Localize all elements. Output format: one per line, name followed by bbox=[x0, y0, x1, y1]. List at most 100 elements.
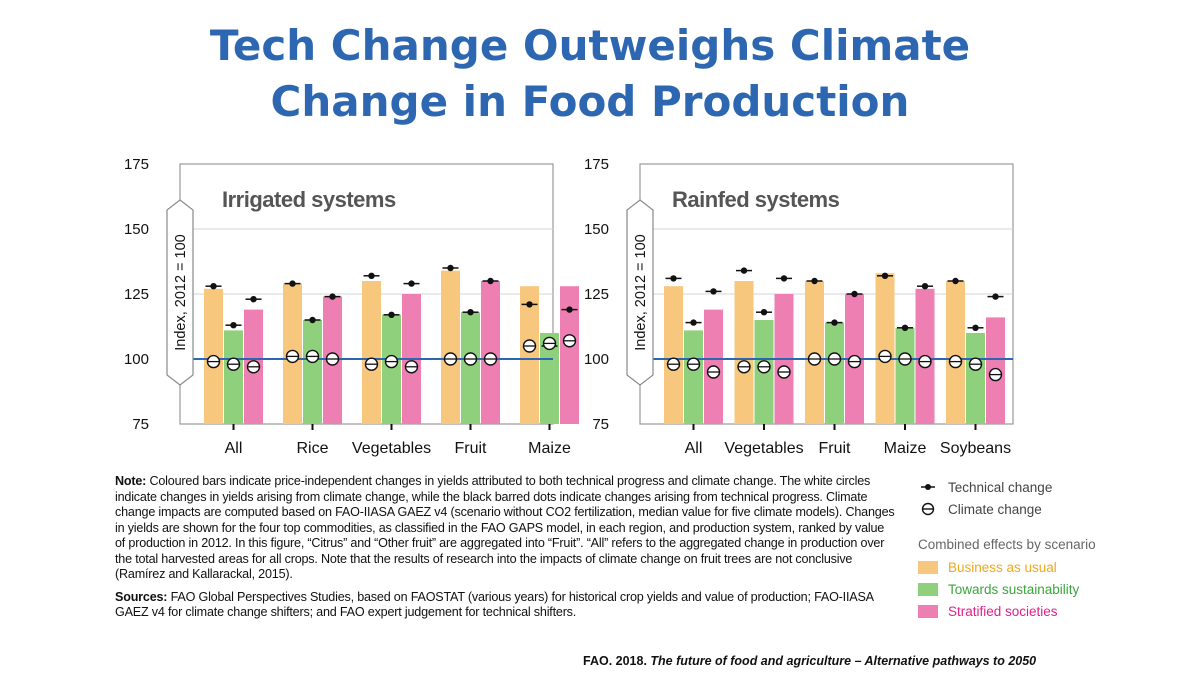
technical-change-dot-all bbox=[250, 296, 257, 303]
y-tick-label: 125 bbox=[124, 286, 149, 303]
y-tick-label: 175 bbox=[584, 156, 609, 173]
x-tick-label-all: All bbox=[685, 440, 703, 457]
bar-towards-sustainability-vegetables bbox=[382, 314, 401, 424]
technical-change-dot-fruit bbox=[447, 264, 454, 272]
credit-prefix: FAO. 2018. bbox=[583, 654, 651, 668]
y-tick-label: 125 bbox=[584, 286, 609, 303]
barred-dot-icon bbox=[918, 482, 938, 492]
charts-canvas: 75 100 125 150 175 Irrigated systems All Rice Ve… bbox=[124, 156, 1014, 457]
bar-towards-sustainability-all bbox=[684, 330, 703, 424]
bar-business-as-usual-vegetables bbox=[734, 281, 754, 424]
bar-business-as-usual-all bbox=[664, 286, 683, 424]
x-tick-label-maize: Maize bbox=[884, 440, 927, 457]
title-line-2: Change in Food Production bbox=[270, 77, 910, 126]
technical-change-dot-maize bbox=[921, 283, 929, 290]
bar-business-as-usual-vegetables bbox=[362, 281, 381, 424]
y-tick-label: 75 bbox=[592, 416, 609, 433]
bar-towards-sustainability-rice bbox=[303, 320, 322, 424]
technical-change-dot-vegetables bbox=[388, 311, 395, 318]
bar-towards-sustainability-maize bbox=[895, 327, 915, 424]
technical-change-dot-soybeans bbox=[992, 293, 999, 300]
technical-change-dot-rice bbox=[329, 293, 336, 300]
technical-change-dot-fruit bbox=[811, 277, 818, 285]
x-tick-label-fruit: Fruit bbox=[455, 440, 488, 457]
chart-title: Rainfed systems bbox=[672, 187, 840, 212]
technical-change-dot-soybeans bbox=[952, 277, 959, 285]
technical-change-dot-all bbox=[230, 322, 237, 329]
y-axis-label: Index, 2012 = 100 bbox=[633, 234, 649, 351]
x-tick-label-soybeans: Soybeans bbox=[940, 440, 1011, 457]
bar-towards-sustainability-all bbox=[224, 330, 243, 424]
y-axis-label: Index, 2012 = 100 bbox=[173, 234, 189, 351]
bar-business-as-usual-maize bbox=[520, 286, 539, 424]
legend-label-technical-change: Technical change bbox=[948, 479, 1053, 495]
bar-business-as-usual-soybeans bbox=[946, 281, 965, 424]
legend-item-technical-change: Technical change bbox=[918, 476, 1188, 498]
technical-change-dot-maize bbox=[526, 301, 533, 308]
bar-stratified-societies-maize bbox=[560, 286, 579, 424]
swatch-stratified-societies bbox=[918, 604, 938, 618]
technical-change-dot-all bbox=[710, 288, 717, 295]
legend-label-towards-sustainability: Towards sustainability bbox=[948, 581, 1080, 597]
bar-business-as-usual-maize bbox=[875, 273, 895, 424]
bar-towards-sustainability-maize bbox=[540, 333, 559, 424]
technical-change-dot-vegetables bbox=[740, 267, 748, 274]
sources-text: FAO Global Perspectives Studies, based o… bbox=[115, 589, 874, 620]
sources-paragraph: Sources: FAO Global Perspectives Studies… bbox=[115, 590, 895, 621]
technical-change-dot-all bbox=[210, 283, 217, 290]
technical-change-dot-maize bbox=[881, 272, 889, 279]
technical-change-dot-fruit bbox=[487, 277, 494, 285]
x-tick-label-fruit: Fruit bbox=[819, 440, 852, 457]
note-paragraph: Note: Coloured bars indicate price-indep… bbox=[115, 474, 895, 583]
source-credit: FAO. 2018. The future of food and agricu… bbox=[583, 654, 1036, 668]
note-text: Coloured bars indicate price-independent… bbox=[115, 474, 895, 581]
technical-change-dot-maize bbox=[566, 306, 573, 313]
note-block: Note: Coloured bars indicate price-indep… bbox=[115, 474, 895, 628]
technical-change-dot-fruit bbox=[831, 319, 838, 326]
note-label: Note: bbox=[115, 474, 147, 488]
bar-towards-sustainability-fruit bbox=[825, 322, 844, 424]
technical-change-dot-vegetables bbox=[760, 309, 768, 316]
legend-item-climate-change: Climate change bbox=[918, 498, 1188, 520]
page-title: Tech Change Outweighs Climate Change in … bbox=[0, 18, 1180, 130]
swatch-towards-sustainability bbox=[918, 582, 938, 596]
chart-title: Irrigated systems bbox=[222, 187, 396, 212]
sources-label: Sources: bbox=[115, 589, 168, 604]
technical-change-dot-maize bbox=[901, 324, 909, 331]
bar-towards-sustainability-soybeans bbox=[966, 333, 985, 424]
legend-item-stratified-societies: Stratified societies bbox=[918, 600, 1188, 622]
chart-panel-irrigated-systems: 75 100 125 150 175 Irrigated systems All Rice Ve… bbox=[124, 156, 579, 457]
chart-panel-rainfed-systems: 75 100 125 150 175 Rainfed systems All Vegetabl… bbox=[584, 156, 1014, 457]
legend-item-towards-sustainability: Towards sustainability bbox=[918, 578, 1188, 600]
credit-title: The future of food and agriculture – Alt… bbox=[650, 654, 1037, 668]
x-tick-label-rice: Rice bbox=[296, 440, 328, 457]
legend-heading: Combined effects by scenario bbox=[918, 536, 1096, 552]
y-tick-label: 150 bbox=[124, 221, 149, 238]
y-tick-label: 100 bbox=[124, 351, 149, 368]
y-tick-label: 75 bbox=[132, 416, 149, 433]
legend-item-business-as-usual: Business as usual bbox=[918, 556, 1188, 578]
legend-label-stratified-societies: Stratified societies bbox=[948, 603, 1058, 619]
technical-change-dot-all bbox=[690, 319, 697, 326]
technical-change-dot-vegetables bbox=[780, 275, 788, 282]
y-tick-label: 175 bbox=[124, 156, 149, 173]
technical-change-dot-soybeans bbox=[972, 324, 979, 331]
y-tick-label: 150 bbox=[584, 221, 609, 238]
y-axis-badge bbox=[626, 199, 654, 386]
bar-business-as-usual-fruit bbox=[441, 270, 460, 424]
white-circle-icon bbox=[918, 502, 938, 516]
x-tick-label-all: All bbox=[225, 440, 243, 457]
y-axis-badge bbox=[166, 199, 194, 386]
x-tick-label-vegetables: Vegetables bbox=[352, 440, 431, 457]
legend: Technical change Climate change Combined… bbox=[918, 476, 1188, 622]
technical-change-dot-rice bbox=[309, 316, 316, 324]
y-tick-label: 100 bbox=[584, 351, 609, 368]
technical-change-dot-fruit bbox=[851, 290, 858, 298]
technical-change-dot-rice bbox=[289, 280, 296, 287]
swatch-business-as-usual bbox=[918, 560, 938, 574]
x-tick-label-maize: Maize bbox=[528, 440, 571, 457]
technical-change-dot-fruit bbox=[467, 309, 474, 316]
technical-change-dot-all bbox=[670, 275, 677, 282]
title-line-1: Tech Change Outweighs Climate bbox=[209, 21, 971, 70]
technical-change-dot-vegetables bbox=[408, 280, 415, 287]
